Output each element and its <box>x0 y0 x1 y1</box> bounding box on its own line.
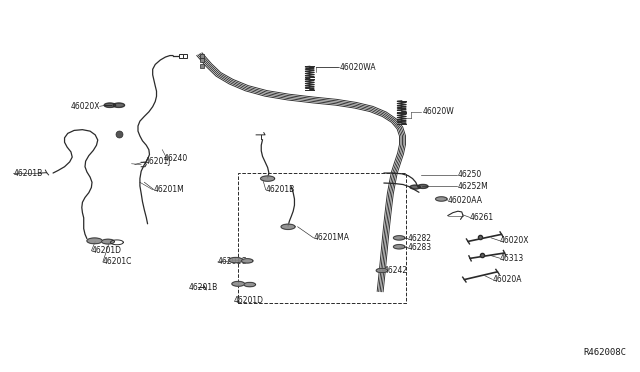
Polygon shape <box>113 103 125 108</box>
Polygon shape <box>244 282 255 287</box>
Text: 46282: 46282 <box>408 234 431 243</box>
Text: 46201D: 46201D <box>92 246 122 255</box>
Text: 46201C: 46201C <box>103 257 132 266</box>
Text: 46201D: 46201D <box>234 296 264 305</box>
Text: 46020X: 46020X <box>70 102 100 111</box>
Text: 46242: 46242 <box>384 266 408 275</box>
Text: 46250: 46250 <box>458 170 481 179</box>
Text: 46261: 46261 <box>470 213 494 222</box>
Polygon shape <box>436 197 447 201</box>
Text: 46020W: 46020W <box>422 108 454 116</box>
Text: 46201B: 46201B <box>13 169 43 177</box>
Text: 46020X: 46020X <box>500 236 529 246</box>
Text: 46240: 46240 <box>164 154 188 163</box>
Polygon shape <box>418 185 428 188</box>
Polygon shape <box>241 259 253 263</box>
Polygon shape <box>228 257 243 263</box>
Polygon shape <box>376 268 388 273</box>
Bar <box>238 173 406 303</box>
Polygon shape <box>281 224 295 230</box>
Text: 46020WA: 46020WA <box>339 63 376 72</box>
Polygon shape <box>104 103 116 108</box>
Text: 46201M: 46201M <box>154 185 185 194</box>
Polygon shape <box>102 239 115 244</box>
Polygon shape <box>394 245 405 249</box>
Text: 46020AA: 46020AA <box>448 196 483 205</box>
Text: 46020A: 46020A <box>492 275 522 284</box>
Text: 46201J: 46201J <box>145 157 171 166</box>
Text: 46201B: 46201B <box>189 283 218 292</box>
Polygon shape <box>232 282 244 286</box>
Polygon shape <box>410 185 420 189</box>
Text: 46201C: 46201C <box>218 257 247 266</box>
Text: R462008C: R462008C <box>584 348 627 357</box>
Text: 46201B: 46201B <box>266 185 295 194</box>
Polygon shape <box>87 238 102 244</box>
Text: 46252M: 46252M <box>458 182 488 190</box>
Text: 46313: 46313 <box>500 254 524 263</box>
Text: 46283: 46283 <box>408 243 431 252</box>
Polygon shape <box>260 176 275 181</box>
Text: 46201MA: 46201MA <box>314 233 349 243</box>
Polygon shape <box>394 236 405 240</box>
